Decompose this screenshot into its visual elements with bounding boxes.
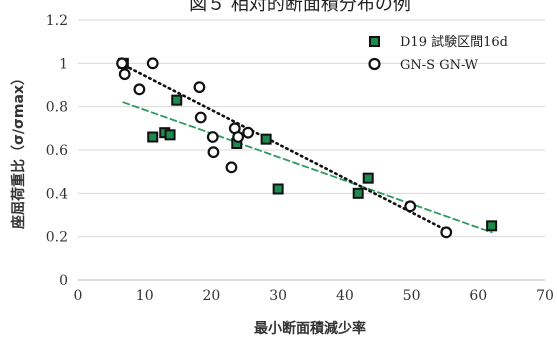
data-point-gn — [194, 111, 207, 124]
trendline-gn — [123, 64, 448, 232]
tick-labels: 0 0.2 0.4 0.6 0.8 1 1.2 0 10 20 30 40 50 60 70 — [46, 13, 554, 304]
x-tick-label: 60 — [469, 288, 487, 304]
data-point-gn — [232, 131, 245, 143]
legend: D19 試験区間16d GN-S GN-W — [368, 34, 508, 73]
data-point-d19 — [362, 172, 374, 184]
data-point-d19 — [352, 187, 364, 199]
y-tick-label: 0.8 — [46, 100, 68, 116]
data-point-gn — [242, 126, 255, 139]
data-point-d19 — [164, 129, 176, 141]
data-point-gn — [146, 57, 159, 70]
data-point-d19 — [272, 183, 284, 195]
x-tick-label: 70 — [536, 288, 554, 304]
data-point-gn — [116, 57, 128, 70]
data-point-gn — [404, 200, 417, 213]
data-point-d19 — [260, 133, 272, 145]
y-tick-label: 0.6 — [46, 143, 68, 159]
y-tick-label: 0.2 — [46, 230, 68, 246]
x-tick-label: 0 — [74, 288, 83, 304]
data-point-d19 — [147, 131, 159, 143]
data-points — [116, 57, 498, 239]
chart-title: 図５ 相対的断面積分布の例 — [189, 0, 411, 15]
y-tick-label: 0 — [59, 273, 68, 289]
data-point-gn — [206, 131, 219, 143]
data-point-gn — [193, 81, 206, 94]
legend-square-marker — [369, 36, 380, 47]
data-point-gn — [118, 68, 131, 81]
y-tick-label: 1 — [59, 56, 68, 72]
data-point-gn — [440, 226, 453, 239]
trendline-d19 — [122, 101, 493, 234]
data-point-gn — [225, 161, 238, 174]
data-point-gn — [133, 83, 146, 96]
x-tick-label: 50 — [403, 288, 421, 304]
y-tick-label: 0.4 — [46, 186, 68, 202]
x-tick-label: 10 — [136, 288, 154, 304]
x-tick-label: 20 — [203, 288, 221, 304]
legend-label-d19: D19 試験区間16d — [400, 34, 508, 50]
x-tick-label: 30 — [269, 288, 287, 304]
data-point-d19 — [171, 94, 183, 106]
x-axis-title: 最小断面積減少率 — [254, 320, 366, 337]
trendlines — [122, 64, 493, 234]
y-tick-label: 1.2 — [46, 13, 68, 29]
data-point-gn — [207, 146, 220, 159]
legend-label-gn: GN-S GN-W — [400, 58, 479, 73]
y-axis-title: 座屈荷重比（σ/σmax） — [10, 71, 27, 229]
data-point-d19 — [486, 220, 498, 232]
legend-circle-marker — [368, 57, 381, 71]
x-tick-label: 40 — [336, 288, 354, 304]
